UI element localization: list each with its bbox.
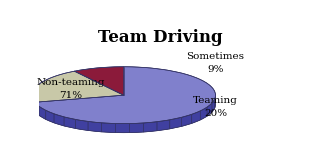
Polygon shape	[182, 114, 192, 126]
Polygon shape	[54, 114, 64, 126]
Text: 20%: 20%	[204, 109, 227, 118]
Polygon shape	[76, 119, 88, 131]
Polygon shape	[32, 99, 33, 109]
Polygon shape	[129, 123, 144, 133]
Polygon shape	[64, 117, 76, 129]
Text: Non-teaming: Non-teaming	[36, 78, 105, 87]
Polygon shape	[212, 99, 215, 112]
Text: 9%: 9%	[207, 65, 224, 74]
Polygon shape	[34, 101, 35, 111]
Polygon shape	[144, 122, 157, 132]
Polygon shape	[215, 94, 216, 108]
Polygon shape	[200, 107, 207, 120]
Polygon shape	[101, 123, 115, 133]
Ellipse shape	[32, 76, 216, 133]
Text: Sometimes: Sometimes	[187, 52, 245, 61]
Polygon shape	[35, 67, 216, 124]
Polygon shape	[35, 102, 39, 115]
Polygon shape	[33, 100, 34, 110]
Polygon shape	[39, 106, 46, 119]
Text: Team Driving: Team Driving	[98, 29, 222, 46]
Polygon shape	[74, 67, 124, 95]
Polygon shape	[88, 121, 101, 132]
Polygon shape	[207, 103, 212, 116]
Polygon shape	[46, 110, 54, 123]
Polygon shape	[170, 117, 182, 129]
Polygon shape	[115, 123, 129, 133]
Text: Teaming: Teaming	[193, 96, 238, 105]
Polygon shape	[32, 71, 124, 102]
Polygon shape	[157, 120, 170, 131]
Polygon shape	[192, 111, 200, 123]
Text: 71%: 71%	[59, 91, 82, 100]
